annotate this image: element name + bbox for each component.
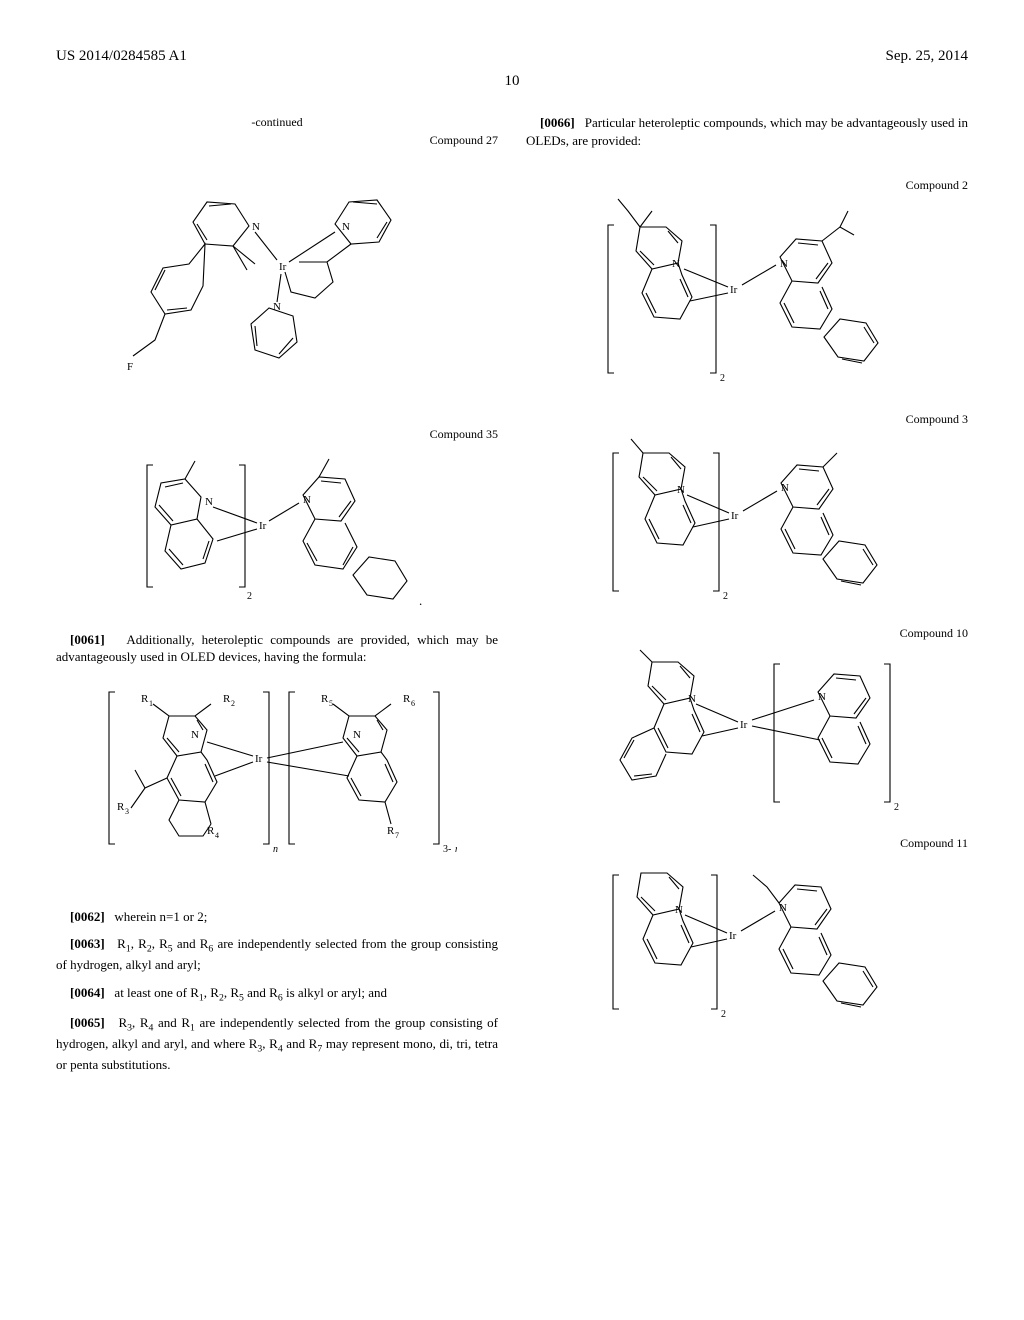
svg-text:4: 4: [215, 831, 219, 840]
svg-text:Ir: Ir: [279, 261, 287, 273]
svg-text:R: R: [141, 693, 149, 705]
compound-27-structure: Ir N N N: [56, 152, 498, 412]
svg-text:R: R: [403, 693, 411, 705]
svg-text:Ir: Ir: [255, 753, 263, 765]
svg-text:2: 2: [231, 699, 235, 708]
para-65-num: [0065]: [70, 1015, 105, 1030]
compound-27-label: Compound 27: [56, 132, 498, 148]
para-64-text: at least one of R1, R2, R5 and R6 is alk…: [114, 985, 387, 1000]
compound-11-label: Compound 11: [526, 835, 968, 851]
svg-text:F: F: [127, 361, 133, 373]
compound-3-label: Compound 3: [526, 411, 968, 427]
compound-2-label: Compound 2: [526, 177, 968, 193]
compound-35-label: Compound 35: [56, 426, 498, 442]
svg-text:R: R: [117, 801, 125, 813]
svg-text:3: 3: [125, 807, 129, 816]
svg-text:Ir: Ir: [740, 719, 748, 731]
svg-text:2: 2: [247, 591, 252, 602]
right-column: [0066] Particular heteroleptic compounds…: [526, 114, 968, 1083]
svg-text:1: 1: [149, 699, 153, 708]
svg-text:R: R: [207, 825, 215, 837]
svg-text:R: R: [387, 825, 395, 837]
svg-text:Ir: Ir: [730, 284, 738, 296]
left-column: -continued Compound 27 Ir N N: [56, 114, 498, 1083]
svg-text:N: N: [191, 729, 199, 741]
para-66-text: Particular heteroleptic compounds, which…: [526, 115, 968, 148]
svg-text:2: 2: [723, 591, 728, 602]
svg-text:N: N: [205, 496, 213, 508]
compound-3-structure: 2 N Ir N: [526, 431, 968, 611]
para-62: [0062] wherein n=1 or 2;: [56, 908, 498, 926]
publication-number: US 2014/0284585 A1: [56, 48, 187, 65]
para-65-text: R3, R4 and R1 are independently selected…: [56, 1015, 498, 1072]
para-61: [0061] Additionally, heteroleptic compou…: [56, 631, 498, 666]
compound-35-structure: 2 N Ir N: [56, 447, 498, 617]
compound-10-structure: 2 N Ir N: [526, 646, 968, 821]
para-61-num: [0061]: [70, 632, 105, 647]
para-63: [0063] R1, R2, R5 and R6 are independent…: [56, 935, 498, 973]
svg-text:2: 2: [720, 373, 725, 384]
para-61-text: Additionally, heteroleptic compounds are…: [56, 632, 498, 665]
para-62-text: wherein n=1 or 2;: [114, 909, 207, 924]
compound-10-label: Compound 10: [526, 625, 968, 641]
svg-text:N: N: [252, 221, 260, 233]
para-65: [0065] R3, R4 and R1 are independently s…: [56, 1014, 498, 1073]
page-number: 10: [56, 73, 968, 90]
svg-text:3-: 3-: [443, 844, 451, 855]
para-64: [0064] at least one of R1, R2, R5 and R6…: [56, 984, 498, 1005]
svg-text:N: N: [342, 221, 350, 233]
para-66: [0066] Particular heteroleptic compounds…: [526, 114, 968, 149]
svg-text:R: R: [321, 693, 329, 705]
publication-date: Sep. 25, 2014: [886, 48, 969, 65]
svg-text:Ir: Ir: [729, 930, 737, 942]
svg-text:7: 7: [395, 831, 399, 840]
compound-2-structure: 2 N Ir N: [526, 197, 968, 397]
svg-text:6: 6: [411, 699, 415, 708]
content-columns: -continued Compound 27 Ir N N: [56, 114, 968, 1083]
generic-formula-structure: n 3- n R1 R2 N R3: [56, 676, 498, 866]
continued-label: -continued: [56, 114, 498, 130]
para-62-num: [0062]: [70, 909, 105, 924]
svg-text:5: 5: [329, 699, 333, 708]
svg-text:Ir: Ir: [731, 510, 739, 522]
svg-text:2: 2: [721, 1009, 726, 1020]
compound-11-structure: 2 N Ir N: [526, 855, 968, 1030]
svg-text:n: n: [273, 844, 278, 855]
para-66-num: [0066]: [540, 115, 575, 130]
svg-text:N: N: [353, 729, 361, 741]
svg-text:.: .: [419, 593, 422, 608]
svg-text:Ir: Ir: [259, 520, 267, 532]
svg-text:2: 2: [894, 802, 899, 813]
para-64-num: [0064]: [70, 985, 105, 1000]
para-63-num: [0063]: [70, 936, 105, 951]
svg-text:n: n: [455, 844, 457, 855]
page-header: US 2014/0284585 A1 Sep. 25, 2014: [56, 48, 968, 65]
para-63-text: R1, R2, R5 and R6 are independently sele…: [56, 936, 498, 972]
svg-text:R: R: [223, 693, 231, 705]
